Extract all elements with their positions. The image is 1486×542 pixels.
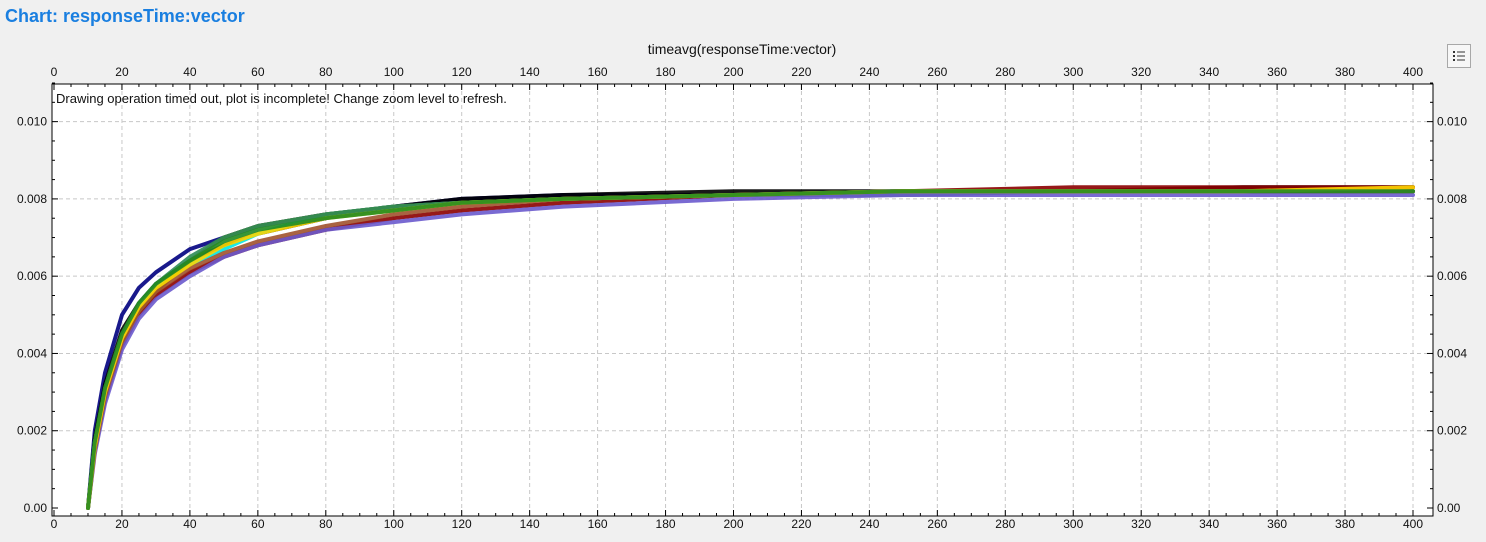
- x-tick-label-bottom: 240: [859, 517, 879, 531]
- y-tick-label-right: 0.002: [1437, 424, 1467, 438]
- x-tick-label-top: 0: [51, 65, 58, 79]
- chart-title: Chart: responseTime:vector: [5, 6, 245, 26]
- chart-options-button[interactable]: [1447, 44, 1471, 68]
- x-tick-label-top: 400: [1403, 65, 1423, 79]
- series-line-9[interactable]: [86, 189, 1415, 510]
- x-tick-label-bottom: 120: [452, 517, 472, 531]
- x-tick-label-top: 200: [723, 65, 743, 79]
- x-tick-label-bottom: 180: [656, 517, 676, 531]
- x-tick-label-bottom: 360: [1267, 517, 1287, 531]
- grid: [52, 84, 1433, 516]
- x-tick-label-bottom: 140: [520, 517, 540, 531]
- x-tick-label-bottom: 400: [1403, 517, 1423, 531]
- series-group[interactable]: [86, 185, 1415, 510]
- y-tick-label-right: 0.010: [1437, 115, 1467, 129]
- x-tick-label-top: 340: [1199, 65, 1219, 79]
- series-line-6[interactable]: [86, 193, 1415, 510]
- y-tick-label-right: 0.004: [1437, 346, 1467, 360]
- y-tick-label-right: 0.00: [1437, 501, 1461, 515]
- x-tick-label-top: 160: [588, 65, 608, 79]
- x-tick-label-top: 380: [1335, 65, 1355, 79]
- x-tick-label-top: 60: [251, 65, 265, 79]
- x-tick-label-top: 300: [1063, 65, 1083, 79]
- x-tick-label-bottom: 340: [1199, 517, 1219, 531]
- y-tick-label-left: 0.002: [17, 424, 47, 438]
- x-tick-label-top: 280: [995, 65, 1015, 79]
- x-tick-label-bottom: 0: [51, 517, 58, 531]
- x-tick-label-top: 40: [183, 65, 197, 79]
- x-tick-label-bottom: 160: [588, 517, 608, 531]
- plot-title: timeavg(responseTime:vector): [648, 41, 837, 57]
- x-tick-label-bottom: 260: [927, 517, 947, 531]
- list-settings-icon: [1453, 51, 1465, 61]
- plot-background: [52, 84, 1433, 516]
- x-tick-label-top: 20: [115, 65, 129, 79]
- y-tick-label-left: 0.006: [17, 269, 47, 283]
- x-tick-label-bottom: 280: [995, 517, 1015, 531]
- y-tick-label-right: 0.006: [1437, 269, 1467, 283]
- x-tick-label-bottom: 300: [1063, 517, 1083, 531]
- x-tick-label-top: 240: [859, 65, 879, 79]
- x-tick-label-top: 100: [384, 65, 404, 79]
- x-tick-label-top: 220: [791, 65, 811, 79]
- x-tick-label-bottom: 100: [384, 517, 404, 531]
- y-tick-label-left: 0.008: [17, 192, 47, 206]
- x-tick-label-bottom: 220: [791, 517, 811, 531]
- x-tick-label-bottom: 80: [319, 517, 333, 531]
- axes: 0 0 20 20 40 40 60 60 80 80 100 100 120 120 140 140 160 1…: [17, 65, 1467, 531]
- x-tick-label-bottom: 60: [251, 517, 265, 531]
- x-tick-label-top: 320: [1131, 65, 1151, 79]
- plot-frame: [51, 83, 1434, 517]
- x-tick-label-top: 140: [520, 65, 540, 79]
- x-tick-label-top: 180: [656, 65, 676, 79]
- y-tick-label-left: 0.004: [17, 346, 47, 360]
- x-tick-label-top: 360: [1267, 65, 1287, 79]
- notice-text: Drawing operation timed out, plot is inc…: [56, 91, 507, 106]
- x-tick-label-bottom: 40: [183, 517, 197, 531]
- x-tick-label-bottom: 380: [1335, 517, 1355, 531]
- x-tick-label-top: 260: [927, 65, 947, 79]
- x-tick-label-bottom: 320: [1131, 517, 1151, 531]
- y-tick-label-right: 0.008: [1437, 192, 1467, 206]
- y-tick-label-left: 0.010: [17, 115, 47, 129]
- x-tick-label-top: 80: [319, 65, 333, 79]
- x-tick-label-bottom: 200: [723, 517, 743, 531]
- y-tick-label-left: 0.00: [24, 501, 48, 515]
- x-tick-label-bottom: 20: [115, 517, 129, 531]
- x-tick-label-top: 120: [452, 65, 472, 79]
